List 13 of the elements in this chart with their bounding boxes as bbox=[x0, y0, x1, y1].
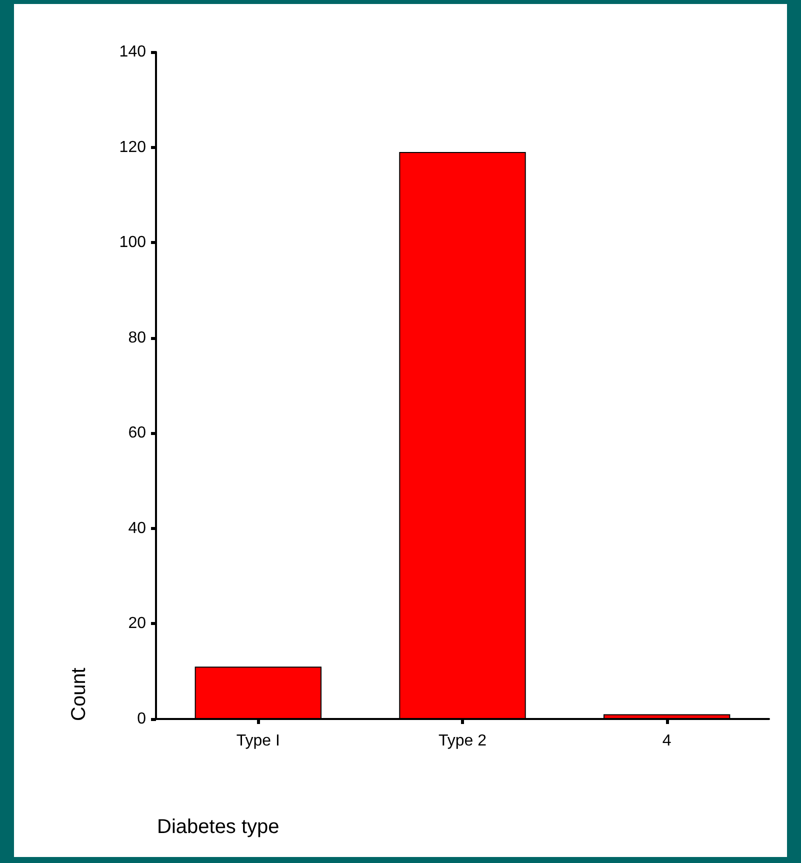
y-tick-label: 20 bbox=[128, 615, 146, 632]
y-tick-label: 40 bbox=[128, 520, 146, 537]
y-tick-label: 100 bbox=[119, 234, 146, 252]
y-tick-label: 80 bbox=[128, 329, 146, 346]
y-axis-title: Count bbox=[68, 667, 90, 721]
y-tick-label: 120 bbox=[119, 138, 146, 156]
x-axis-title: Diabetes type bbox=[157, 816, 280, 838]
x-tick-label: 4 bbox=[662, 732, 672, 750]
y-tick-label: 140 bbox=[119, 44, 146, 60]
x-tick-label: Type I bbox=[236, 732, 280, 750]
y-tick-label: 0 bbox=[137, 710, 146, 728]
x-tick-label: Type 2 bbox=[438, 732, 487, 750]
y-tick-label: 60 bbox=[128, 424, 146, 442]
